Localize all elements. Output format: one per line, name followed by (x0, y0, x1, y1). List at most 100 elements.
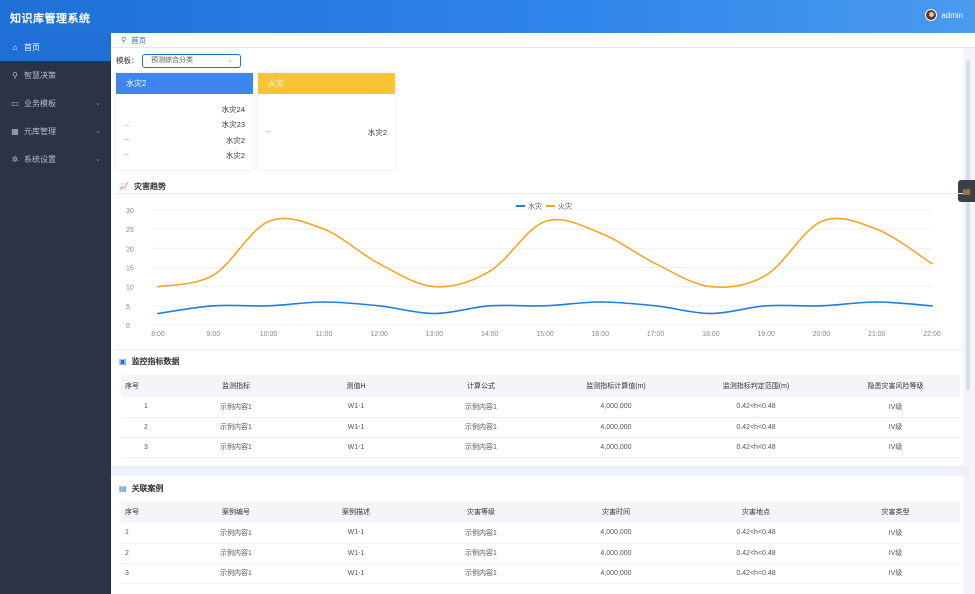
table-cell: 3 (121, 437, 171, 458)
app-header: 知识库管理系统 admin (0, 0, 975, 33)
user-menu[interactable]: admin (925, 9, 963, 21)
data-point[interactable] (765, 304, 768, 307)
data-point[interactable] (654, 304, 657, 307)
table-cell: 0.42<h<0.48 (681, 563, 831, 584)
table-row[interactable]: 2 示例内容1 W1-1 示例内容1 4,000,000 0.42<h<0.48 IV级 (121, 543, 960, 564)
card-row-value: 水灾23 (221, 120, 245, 129)
table-cell: IV级 (831, 417, 960, 438)
data-point[interactable] (544, 220, 546, 223)
data-point[interactable] (322, 228, 325, 231)
x-tick-label: 22:00 (923, 331, 941, 338)
data-point[interactable] (654, 262, 657, 265)
table-header-row: 序号 案例编号 案例描述 灾害等级 灾害时间 灾害地点 灾害类型 (121, 501, 960, 523)
data-point[interactable] (931, 304, 933, 307)
data-point[interactable] (212, 304, 215, 307)
sidebar-item-business[interactable]: ▭ 业务模板 ⌄ (0, 89, 111, 117)
sidebar-item-label: 智慧决策 (24, 70, 56, 80)
data-point[interactable] (433, 285, 436, 288)
card-row-value: 水灾24 (221, 105, 245, 114)
legend-label[interactable]: 水灾 (528, 202, 542, 211)
column-header[interactable]: 监测指标计算值(m) (551, 375, 681, 397)
data-point[interactable] (322, 301, 325, 303)
x-tick-label: 20:00 (813, 331, 831, 338)
column-header[interactable]: 隐患灾害风险等级 (831, 375, 960, 397)
table-cell: 示例内容1 (171, 523, 301, 544)
username[interactable]: admin (941, 10, 963, 20)
data-point[interactable] (433, 312, 436, 315)
column-header[interactable]: 灾害时间 (551, 501, 681, 523)
table-cell: 示例内容1 (411, 417, 551, 438)
table-cell: 示例内容1 (171, 397, 301, 418)
column-header[interactable]: 计算公式 (411, 375, 551, 397)
data-point[interactable] (157, 285, 159, 288)
column-header[interactable]: 灾害等级 (411, 501, 551, 523)
card-row: -- 水灾2 (124, 150, 245, 162)
sidebar-item-settings[interactable]: ✲ 系统设置 ⌄ (0, 145, 111, 173)
column-header[interactable]: 灾害类型 (831, 501, 960, 523)
y-tick-label: 5 (126, 304, 130, 311)
chevron-down-icon: ⌄ (95, 156, 101, 163)
data-point[interactable] (212, 274, 215, 277)
column-header[interactable]: 监测指标判定范围(m) (681, 375, 831, 397)
table-row[interactable]: 1 示例内容1 W1-1 示例内容1 4,000,000 0.42<h<0.48 IV级 (121, 523, 960, 544)
data-point[interactable] (378, 262, 381, 265)
y-tick-label: 25 (126, 227, 134, 234)
data-point[interactable] (599, 301, 602, 303)
template-select[interactable]: 预测综合分类 ⌄ (142, 54, 241, 68)
sidebar-item-home[interactable]: ⌂ 首页 (0, 33, 111, 61)
data-point[interactable] (267, 220, 270, 223)
summary-card-fire[interactable]: 火灾 -- 水灾2 (258, 73, 395, 170)
data-point[interactable] (157, 312, 159, 315)
scrollbar[interactable] (966, 60, 970, 390)
section-title-monitor: ▣ 监控指标数据 (119, 356, 180, 367)
data-point[interactable] (765, 274, 768, 277)
column-header[interactable]: 灾害地点 (681, 501, 831, 523)
briefcase-icon: ▭ (11, 98, 19, 108)
data-point[interactable] (875, 301, 878, 303)
card-row: 水灾24 (124, 104, 245, 116)
data-point[interactable] (488, 270, 491, 273)
data-point[interactable] (378, 304, 381, 307)
table-row[interactable]: 2 示例内容1 W1-1 示例内容1 4,000,000 0.42<h<0.48 IV级 (121, 417, 960, 438)
table-cell: IV级 (831, 563, 960, 584)
data-point[interactable] (875, 228, 878, 231)
breadcrumb-home[interactable]: 首页 (131, 35, 147, 45)
column-header[interactable]: 案例描述 (301, 501, 411, 523)
column-header[interactable]: 序号 (121, 501, 171, 523)
data-point[interactable] (544, 304, 546, 307)
avatar[interactable] (925, 9, 938, 21)
table-row[interactable]: 3 示例内容1 W1-1 示例内容1 4,000,000 0.42<h<0.48 IV级 (121, 563, 960, 584)
data-point[interactable] (709, 285, 712, 288)
data-point[interactable] (267, 304, 270, 307)
sidebar-item-decision[interactable]: ⚲ 智慧决策 (0, 61, 111, 89)
table-cell: 示例内容1 (171, 437, 301, 458)
data-point[interactable] (599, 232, 602, 234)
column-header[interactable]: 序号 (121, 375, 171, 397)
x-tick-label: 11:00 (315, 331, 332, 338)
card-header: 水灾2 (116, 73, 253, 94)
data-point[interactable] (709, 312, 712, 315)
filter-label: 模板： (116, 56, 139, 65)
divider (116, 193, 963, 194)
x-tick-label: 8:00 (151, 331, 165, 338)
legend-label[interactable]: 火灾 (558, 202, 572, 211)
list-icon: ▤ (119, 484, 127, 493)
column-header[interactable]: 案例编号 (171, 501, 301, 523)
section-title-related: ▤ 关联案例 (119, 483, 164, 494)
data-point[interactable] (488, 304, 491, 307)
summary-card-water[interactable]: 水灾2 水灾24 ... 水灾23 -- 水灾2 -- 水灾2 (116, 73, 253, 170)
floating-tool-button[interactable]: ▤ (958, 180, 975, 202)
column-header[interactable]: 监测指标 (171, 375, 301, 397)
sidebar-item-library[interactable]: ▦ 元库管理 ⌄ (0, 117, 111, 145)
table-row[interactable]: 1 示例内容1 W1-1 示例内容1 4,000,000 0.42<h<0.48 IV级 (121, 397, 960, 418)
data-point[interactable] (931, 262, 933, 265)
data-point[interactable] (820, 220, 823, 223)
data-point[interactable] (820, 304, 823, 307)
table-cell: 4,000,000 (551, 397, 681, 418)
table-cell: W1-1 (301, 417, 411, 438)
column-header[interactable]: 测值H (301, 375, 411, 397)
series-line-0[interactable] (157, 301, 933, 315)
card-row-marker: -- (124, 150, 129, 159)
table-row[interactable]: 3 示例内容1 W1-1 示例内容1 4,000,000 0.42<h<0.48 IV级 (121, 437, 960, 458)
x-tick-label: 16:00 (592, 331, 610, 338)
